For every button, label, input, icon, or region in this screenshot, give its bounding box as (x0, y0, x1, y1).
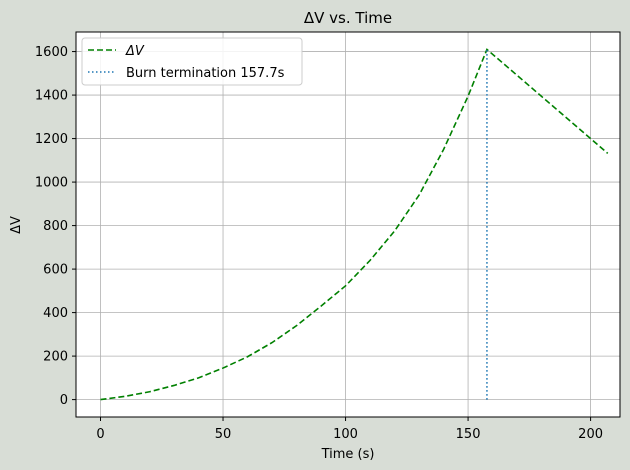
legend-label-dv: ΔV (125, 44, 145, 59)
y-tick-label: 800 (43, 219, 68, 234)
y-tick-label: 1600 (35, 45, 68, 60)
legend-label-burn: Burn termination 157.7s (126, 66, 285, 81)
y-tick-label: 0 (60, 393, 68, 408)
x-tick-label: 0 (96, 427, 104, 442)
x-tick-label: 50 (215, 427, 232, 442)
series-layer (100, 48, 609, 401)
y-tick-label: 1200 (35, 132, 68, 147)
plot-area (76, 32, 620, 417)
x-tick-label: 150 (456, 427, 481, 442)
legend: ΔV Burn termination 157.7s (81, 37, 303, 86)
y-axis-title: ΔV (9, 216, 24, 234)
y-tick-label: 1400 (35, 89, 68, 104)
chart-title: ΔV vs. Time (304, 9, 392, 27)
x-tick-label: 100 (333, 427, 358, 442)
plot-frame (75, 31, 621, 418)
legend-box (81, 37, 303, 86)
y-tick-label: 600 (43, 263, 68, 278)
x-axis-title: Time (s) (321, 447, 375, 462)
y-tick-label: 1000 (35, 176, 68, 191)
x-tick-label: 200 (578, 427, 603, 442)
grid (76, 32, 620, 417)
y-tick-label: 200 (43, 350, 68, 365)
series-line-dv (100, 48, 609, 401)
ticks: 0 50 100 150 200 0 200 400 600 800 1000 1200 1400 160… (35, 45, 603, 442)
y-tick-label: 400 (43, 306, 68, 321)
